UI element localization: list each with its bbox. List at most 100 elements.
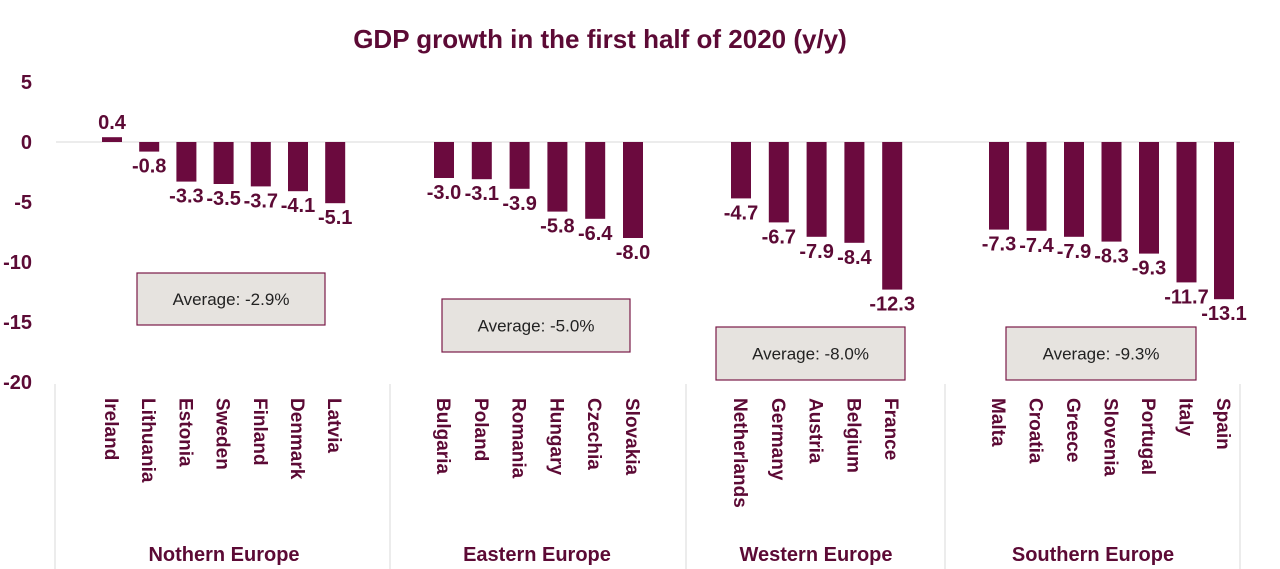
data-label: -11.7: [1164, 286, 1208, 308]
bar-slovenia: [1101, 142, 1122, 242]
bar-bulgaria: [434, 142, 454, 178]
category-label: Austria: [805, 398, 826, 464]
category-labels: Ireland Lithuania Estonia Sweden Finland Denm…: [100, 398, 1233, 508]
bar-slovakia: [623, 142, 643, 238]
data-label: 0.4: [98, 112, 127, 134]
group-label: Southern Europe: [1012, 544, 1174, 566]
category-label: Croatia: [1025, 398, 1046, 464]
bar-hungary: [547, 142, 568, 212]
data-label: -8.3: [1094, 246, 1128, 268]
data-label: -3.9: [502, 193, 536, 215]
data-label: -0.8: [132, 156, 166, 178]
group-labels: Nothern Europe Eastern Europe Western Euro…: [148, 544, 1174, 566]
average-box: [1005, 326, 1197, 381]
average-label: Average: -8.0%: [752, 345, 869, 364]
bar-greece: [1064, 142, 1084, 237]
bar-lithuania: [139, 142, 160, 152]
data-label: -5.8: [540, 216, 574, 238]
data-label: -12.3: [869, 294, 915, 316]
bar-czechia: [585, 142, 606, 219]
category-label: Portugal: [1137, 398, 1158, 475]
category-label: Ireland: [100, 398, 121, 460]
data-label: -6.4: [578, 223, 613, 245]
chart-title: GDP growth in the first half of 2020 (y/…: [353, 24, 847, 54]
bar-series: [102, 137, 1234, 300]
data-label: -7.4: [1019, 235, 1054, 257]
data-label: -4.7: [724, 202, 758, 224]
average-label: Average: -9.3%: [1043, 345, 1160, 364]
category-label: Slovakia: [621, 398, 642, 476]
category-label: Netherlands: [729, 398, 750, 508]
bar-poland: [471, 142, 492, 180]
bar-denmark: [288, 142, 308, 192]
category-label: Germany: [767, 398, 788, 481]
bar-latvia: [325, 142, 346, 204]
category-label: Finland: [249, 398, 270, 466]
category-label: Denmark: [286, 398, 307, 480]
average-box: [441, 298, 631, 353]
data-label: -13.1: [1201, 303, 1247, 325]
data-label: -3.7: [244, 190, 278, 212]
data-label: -3.3: [169, 186, 203, 208]
bar-italy: [1176, 142, 1197, 283]
data-labels: 0.4-0.8-3.3 -3.5 -3.7 -4.1-5.1-3.0 -3.1 -3.9-…: [98, 112, 1247, 325]
data-label: -3.5: [206, 188, 240, 210]
category-label: France: [880, 398, 901, 460]
bar-portugal: [1139, 142, 1159, 254]
category-label: Romania: [508, 398, 529, 479]
data-label: -3.0: [427, 182, 461, 204]
bar-ireland: [102, 137, 122, 142]
category-label: Estonia: [174, 398, 195, 467]
data-label: -5.1: [318, 207, 352, 229]
category-label: Belgium: [842, 398, 863, 473]
data-label: -3.1: [465, 183, 499, 205]
bar-austria: [806, 142, 827, 237]
average-box: [715, 326, 906, 381]
category-label: Malta: [987, 398, 1008, 447]
y-tick-label: -5: [14, 192, 32, 214]
category-label: Lithuania: [137, 398, 158, 483]
data-label: -6.7: [762, 226, 796, 248]
category-label: Bulgaria: [432, 398, 453, 474]
category-label: Slovenia: [1100, 398, 1121, 477]
bar-france: [882, 142, 903, 290]
group-label: Western Europe: [740, 544, 893, 566]
bar-estonia: [176, 142, 197, 182]
group-label: Eastern Europe: [463, 544, 611, 566]
average-box: [136, 272, 326, 326]
data-label: -7.9: [799, 241, 833, 263]
average-label: Average: -5.0%: [478, 317, 595, 336]
category-label: Italy: [1175, 398, 1196, 436]
category-label: Hungary: [545, 398, 566, 476]
y-tick-label: -10: [3, 252, 32, 274]
bar-romania: [509, 142, 530, 189]
y-tick-label: 0: [21, 132, 32, 154]
data-label: -7.9: [1057, 241, 1091, 263]
bar-spain: [1214, 142, 1234, 300]
data-label: -8.0: [616, 242, 650, 264]
average-label: Average: -2.9%: [173, 290, 290, 309]
category-label: Greece: [1062, 398, 1083, 462]
y-tick-label: -15: [3, 312, 32, 334]
y-axis: 5 0 -5 -10 -15 -20: [3, 72, 32, 394]
category-label: Poland: [470, 398, 491, 461]
bar-malta: [989, 142, 1009, 230]
y-tick-label: -20: [3, 372, 32, 394]
data-label: -7.3: [982, 234, 1016, 256]
data-label: -9.3: [1132, 258, 1166, 280]
bar-netherlands: [731, 142, 751, 199]
bar-germany: [768, 142, 789, 223]
bar-sweden: [213, 142, 234, 184]
category-label: Latvia: [323, 398, 344, 453]
bar-croatia: [1026, 142, 1047, 231]
bar-finland: [250, 142, 271, 187]
y-tick-label: 5: [21, 72, 32, 94]
average-boxes: Average: -2.9% Average: -5.0% Average: -8.…: [136, 272, 1197, 381]
data-label: -8.4: [837, 247, 872, 269]
data-label: -4.1: [281, 195, 315, 217]
bar-belgium: [844, 142, 865, 243]
category-label: Sweden: [212, 398, 233, 470]
category-label: Spain: [1212, 398, 1233, 450]
group-label: Nothern Europe: [148, 544, 299, 566]
